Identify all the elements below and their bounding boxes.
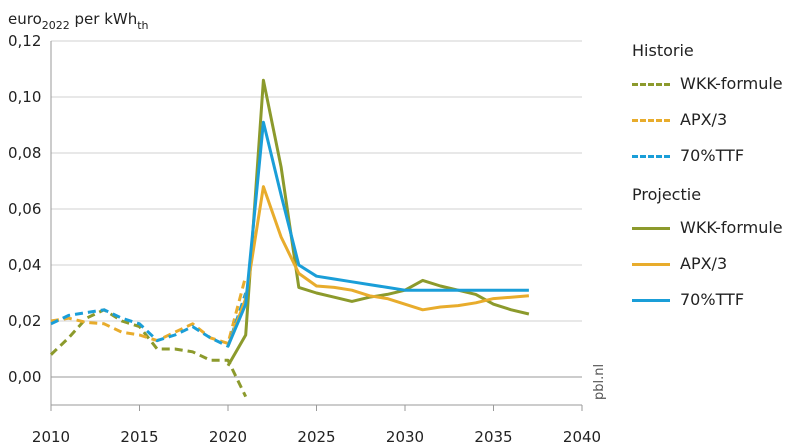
legend-item: APX/3 xyxy=(632,102,790,138)
series-line-projectie-wkk-formule xyxy=(226,78,530,367)
x-tick-label-0: 2010 xyxy=(32,428,70,446)
x-tick-label-4: 2030 xyxy=(386,428,424,446)
legend: Historie WKK-formule APX/3 70%TTF Projectie W… xyxy=(632,36,790,318)
legend-swatch xyxy=(632,83,670,86)
legend-group-title-projectie: Projectie xyxy=(632,185,702,204)
legend-label: 70%TTF xyxy=(680,290,745,309)
series-line-projectie-70-ttf xyxy=(226,120,529,347)
x-tick-label-2: 2020 xyxy=(209,428,247,446)
unit-sub: 2022 xyxy=(42,19,70,32)
legend-swatch xyxy=(632,299,670,302)
y-tick-label-4: 0,08 xyxy=(8,144,41,162)
series-line-historie-70-ttf xyxy=(50,292,248,348)
legend-item: WKK-formule xyxy=(632,210,790,246)
legend-swatch xyxy=(632,227,670,230)
unit-base: euro xyxy=(8,10,42,28)
legend-item: APX/3 xyxy=(632,246,790,282)
legend-label: WKK-formule xyxy=(680,218,783,237)
legend-swatch xyxy=(632,155,670,158)
legend-item: 70%TTF xyxy=(632,282,790,318)
gridlines xyxy=(51,40,582,378)
legend-swatch xyxy=(632,263,670,266)
y-tick-label-6: 0,12 xyxy=(8,32,41,50)
legend-label: APX/3 xyxy=(680,110,728,129)
legend-label: 70%TTF xyxy=(680,146,745,165)
x-tick-label-5: 2035 xyxy=(474,428,512,446)
legend-group-title-historie: Historie xyxy=(632,41,694,60)
axes xyxy=(50,41,583,411)
legend-item: WKK-formule xyxy=(632,66,790,102)
y-axis-unit-label: euro2022 per kWhth xyxy=(8,10,149,32)
y-tick-label-2: 0,04 xyxy=(8,256,41,274)
unit-mid: per kWh xyxy=(70,10,137,28)
legend-item: 70%TTF xyxy=(632,138,790,174)
y-tick-label-3: 0,06 xyxy=(8,200,41,218)
y-tick-label-0: 0,00 xyxy=(8,368,41,386)
x-tick-label-6: 2040 xyxy=(563,428,601,446)
legend-label: WKK-formule xyxy=(680,74,783,93)
y-tick-label-1: 0,02 xyxy=(8,312,41,330)
series-line-historie-apx-3 xyxy=(50,275,248,345)
x-tick-label-1: 2015 xyxy=(120,428,158,446)
source-credit: pbl.nl xyxy=(592,364,607,400)
tick-labels: 0,00 0,02 0,04 0,06 0,08 0,10 0,12 2010 2015 2020… xyxy=(8,32,601,446)
legend-swatch xyxy=(632,119,670,122)
series-lines xyxy=(49,78,530,398)
unit-sub2: th xyxy=(137,19,148,32)
legend-label: APX/3 xyxy=(680,254,728,273)
series-line-projectie-apx-3 xyxy=(226,185,530,347)
series-line-historie-wkk-formule xyxy=(49,308,248,398)
x-tick-label-3: 2025 xyxy=(297,428,335,446)
y-tick-label-5: 0,10 xyxy=(8,88,41,106)
